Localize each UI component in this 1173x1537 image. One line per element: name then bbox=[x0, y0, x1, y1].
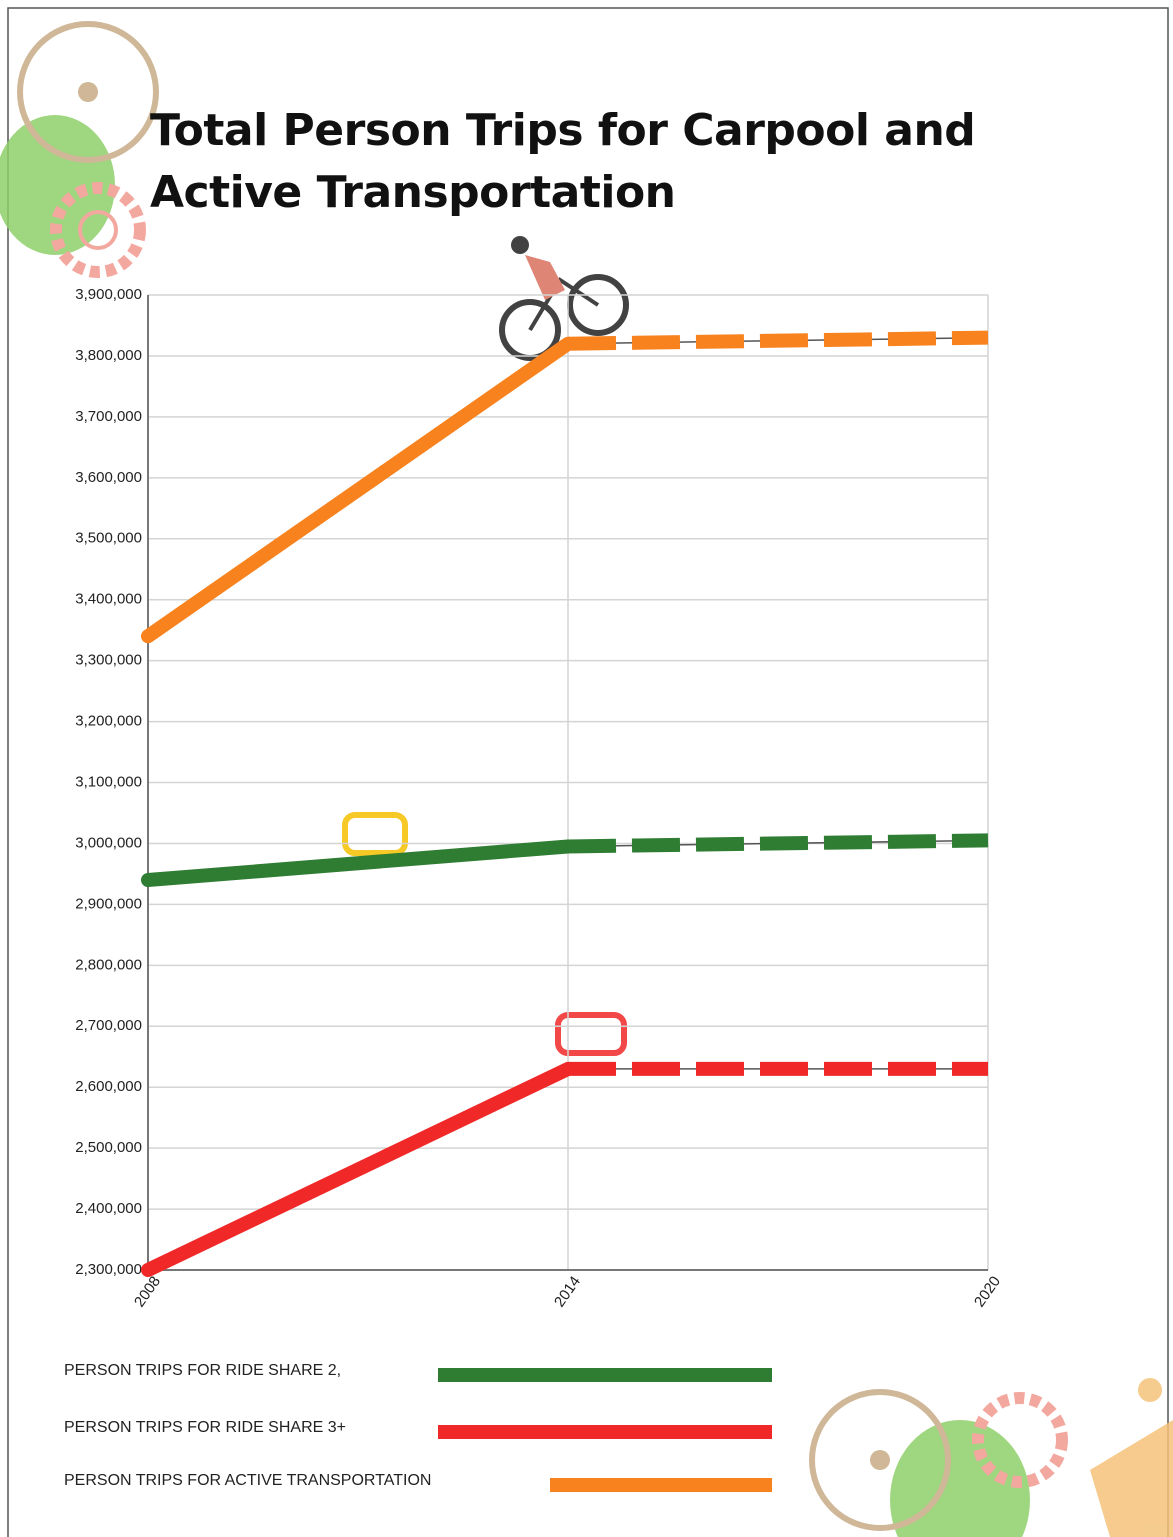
series-line bbox=[141, 336, 575, 644]
y-tick-label: 3,000,000 bbox=[75, 834, 142, 851]
y-tick-label: 3,900,000 bbox=[75, 286, 142, 303]
y-tick-label: 2,800,000 bbox=[75, 956, 142, 973]
series-projection bbox=[567, 330, 989, 351]
y-tick-label: 3,300,000 bbox=[75, 652, 142, 669]
y-tick-label: 3,800,000 bbox=[75, 347, 142, 364]
x-tick-label: 2020 bbox=[971, 1273, 1004, 1310]
y-tick-label: 2,700,000 bbox=[75, 1017, 142, 1034]
y-tick-label: 3,700,000 bbox=[75, 408, 142, 425]
y-tick-label: 2,400,000 bbox=[75, 1200, 142, 1217]
y-tick-label: 2,300,000 bbox=[75, 1261, 142, 1278]
frame bbox=[7, 7, 1169, 1537]
series-line bbox=[141, 1061, 575, 1277]
legend-label: PERSON TRIPS FOR RIDE SHARE 2, bbox=[64, 1362, 341, 1379]
x-tick-label: 2008 bbox=[131, 1273, 164, 1310]
y-tick-label: 2,600,000 bbox=[75, 1078, 142, 1095]
decoration bbox=[0, 21, 1173, 1537]
y-tick-label: 3,500,000 bbox=[75, 530, 142, 547]
plot-area: 2,300,000 2,400,000 2,500,000 2,600,000 2,70… bbox=[64, 286, 1004, 1492]
x-tick-label: 2014 bbox=[551, 1273, 584, 1310]
legend-label: PERSON TRIPS FOR ACTIVE TRANSPORTATION bbox=[64, 1472, 431, 1489]
chart-title: Total Person Trips for Carpool and Activ… bbox=[150, 105, 976, 218]
legend-label: PERSON TRIPS FOR RIDE SHARE 3+ bbox=[64, 1419, 346, 1436]
y-tick-label: 3,100,000 bbox=[75, 773, 142, 790]
y-tick-label: 2,900,000 bbox=[75, 895, 142, 912]
y-tick-label: 3,200,000 bbox=[75, 713, 142, 730]
y-tick-label: 3,600,000 bbox=[75, 469, 142, 486]
series-line bbox=[141, 839, 575, 887]
y-tick-label: 3,400,000 bbox=[75, 591, 142, 608]
y-tick-label: 2,500,000 bbox=[75, 1139, 142, 1156]
series-projection bbox=[567, 833, 989, 854]
